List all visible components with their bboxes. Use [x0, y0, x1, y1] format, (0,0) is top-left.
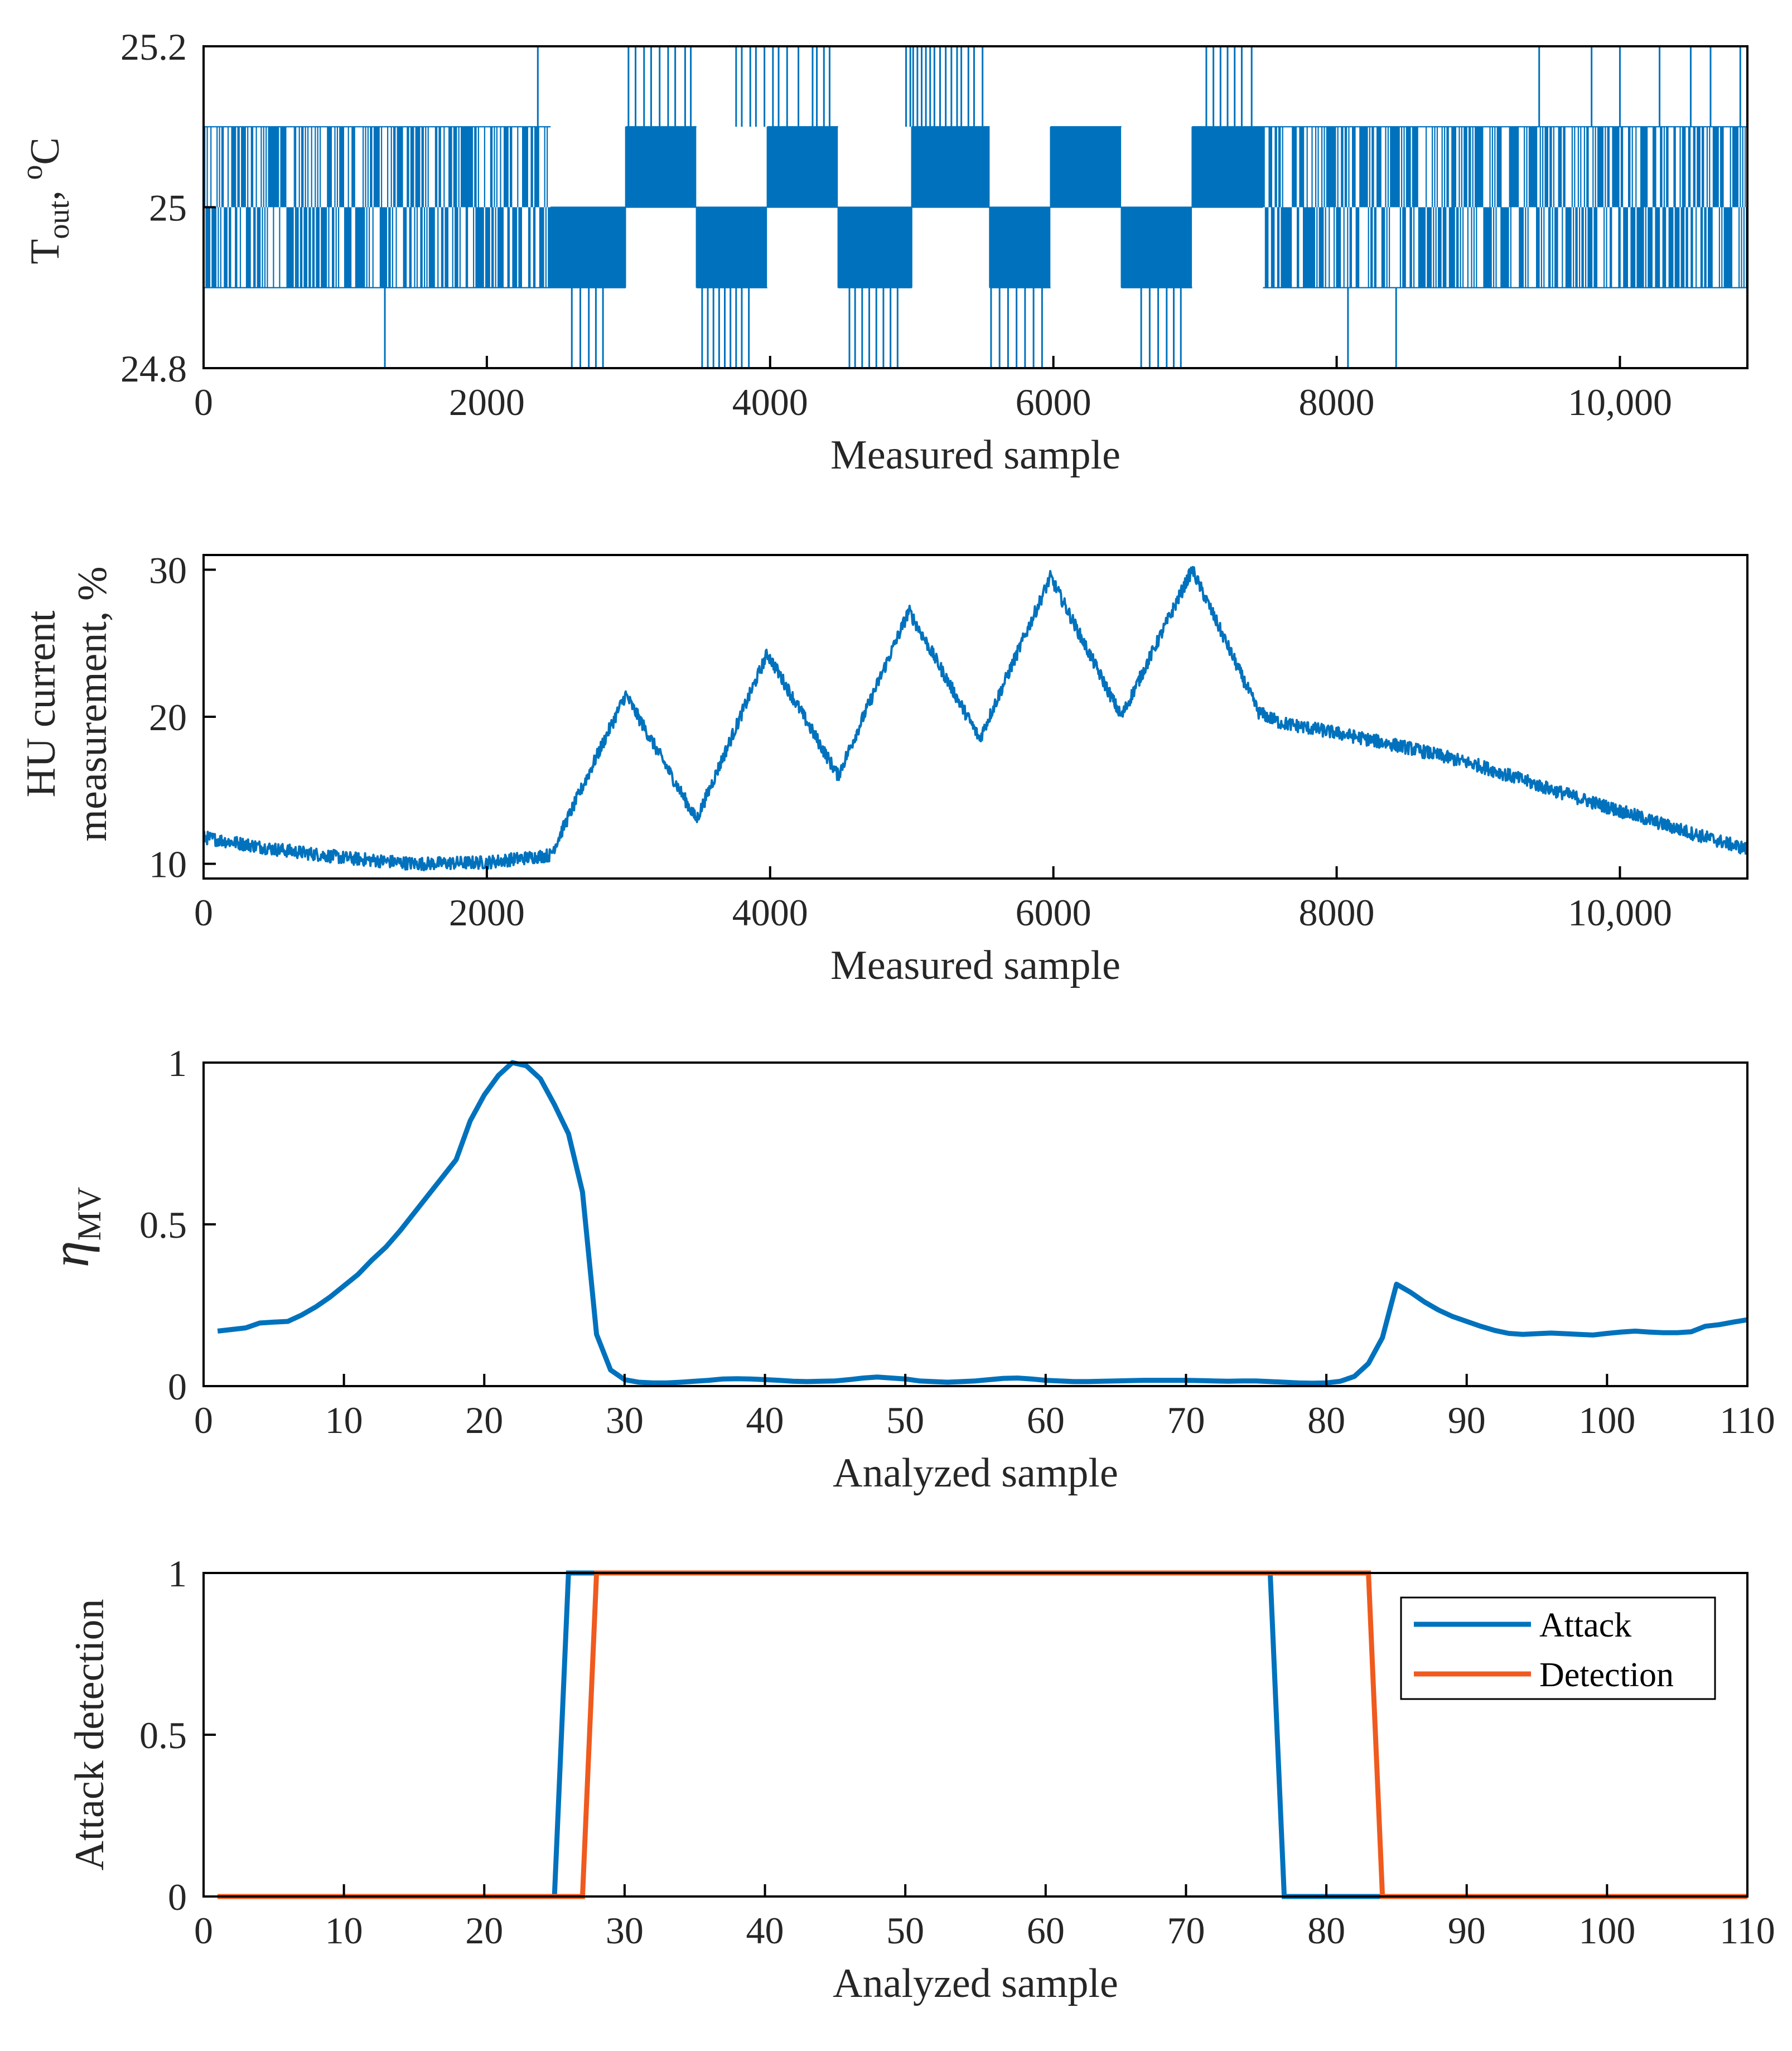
tout-chart: 0 2000 4000 6000 8000 10,000 24.8 25 25.2 Measu…: [15, 26, 1748, 478]
x-tick-label: 60: [1027, 1909, 1065, 1952]
eta-y-ticks: 00.51: [139, 1042, 216, 1408]
x-tick-label: 100: [1578, 1909, 1635, 1952]
y-tick-label: 1: [168, 1552, 187, 1595]
x-tick-label: 40: [746, 1399, 784, 1441]
y-tick-label: 30: [149, 549, 187, 591]
tout-y-label-main: T: [22, 239, 68, 264]
x-tick-label: 70: [1167, 1909, 1205, 1952]
x-tick-label: 60: [1027, 1399, 1065, 1441]
eta-series: [217, 1060, 1748, 1386]
x-tick-label: 30: [606, 1909, 644, 1952]
x-tick-label: 0: [194, 381, 213, 423]
legend-detection-label: Detection: [1539, 1656, 1674, 1694]
eta-axes-box: [202, 1061, 1748, 1387]
eta-x-ticks: 0 10 20 30 40 50 60 70 80 90 100 110: [194, 1374, 1775, 1441]
x-tick-label: 6000: [1016, 891, 1091, 934]
tout-y-label-sup: o: [15, 165, 49, 180]
hu-y-axis-label-line2: measurement, %: [70, 566, 115, 841]
tout-y-label-sub: out: [42, 201, 75, 239]
x-tick-label: 90: [1448, 1909, 1486, 1952]
eta-line: [217, 1060, 1748, 1386]
tout-x-axis-label: Measured sample: [830, 432, 1120, 478]
x-tick-label: 40: [746, 1909, 784, 1952]
eta-y-axis-label: ηMV: [40, 1187, 108, 1267]
tout-y-axis-label: Tout, oC: [15, 137, 75, 264]
tout-x-ticks: 0 2000 4000 6000 8000 10,000: [194, 356, 1672, 423]
hu-x-ticks: 0 2000 4000 6000 8000 10,000: [194, 866, 1672, 934]
y-tick-label: 0.5: [139, 1714, 187, 1756]
y-tick-label: 25: [149, 187, 187, 229]
y-tick-label: 24.8: [120, 348, 187, 390]
x-tick-label: 0: [194, 1909, 213, 1952]
x-tick-label: 80: [1307, 1909, 1345, 1952]
legend-attack-label: Attack: [1539, 1606, 1631, 1644]
attack-x-ticks: 0 10 20 30 40 50 60 70 80 90 100 110: [194, 1884, 1775, 1952]
x-tick-label: 10,000: [1568, 891, 1672, 934]
hu-axes-box: [202, 554, 1748, 880]
x-tick-label: 4000: [732, 891, 808, 934]
hu-x-axis-label: Measured sample: [830, 943, 1120, 988]
x-tick-label: 80: [1307, 1399, 1345, 1441]
x-tick-label: 100: [1578, 1399, 1635, 1441]
y-tick-label: 10: [149, 843, 187, 886]
x-tick-label: 2000: [449, 381, 525, 423]
legend-box: [1400, 1596, 1716, 1700]
y-tick-label: 0: [168, 1876, 187, 1918]
x-tick-label: 20: [465, 1399, 503, 1441]
x-tick-label: 10: [325, 1909, 363, 1952]
attack-y-axis-label: Attack detection: [67, 1599, 113, 1871]
tout-spikes: [384, 46, 1741, 368]
attack-y-ticks: 00.51: [139, 1552, 216, 1918]
hu-line: [202, 566, 1748, 872]
tout-y-ticks: 24.8 25 25.2: [120, 26, 216, 390]
tout-band: [202, 126, 1747, 288]
x-tick-label: 10: [325, 1399, 363, 1441]
x-tick-label: 110: [1719, 1399, 1775, 1441]
y-tick-label: 0.5: [139, 1204, 187, 1246]
x-tick-label: 2000: [449, 891, 525, 934]
tout-series: [202, 46, 1747, 368]
hu-series: [202, 566, 1748, 872]
x-tick-label: 4000: [732, 381, 808, 423]
hu-chart: 0 2000 4000 6000 8000 10,000 10 20 30 Measured …: [18, 549, 1748, 988]
hu-y-ticks: 10 20 30: [149, 549, 216, 886]
x-tick-label: 10,000: [1568, 381, 1672, 423]
hu-y-axis-label-line1: HU current: [18, 610, 64, 797]
y-tick-label: 0: [168, 1365, 187, 1408]
eta-chart: 0 10 20 30 40 50 60 70 80 90 100 110 00.51 Analyzed…: [40, 1042, 1775, 1496]
x-tick-label: 8000: [1299, 381, 1375, 423]
x-tick-label: 8000: [1299, 891, 1375, 934]
attack-chart: 0 10 20 30 40 50 60 70 80 90 100 110 00.51 Analyzed…: [67, 1552, 1775, 2006]
x-tick-label: 70: [1167, 1399, 1205, 1441]
x-tick-label: 20: [465, 1909, 503, 1952]
x-tick-label: 0: [194, 891, 213, 934]
eta-y-label-sub: MV: [71, 1187, 108, 1241]
eta-y-label-main: η: [40, 1241, 100, 1268]
tout-y-label-unit: C: [22, 137, 68, 165]
attack-x-axis-label: Analyzed sample: [833, 1961, 1118, 2006]
x-tick-label: 30: [606, 1399, 644, 1441]
x-tick-label: 50: [886, 1399, 924, 1441]
legend: Attack Detection: [1400, 1596, 1716, 1700]
x-tick-label: 0: [194, 1399, 213, 1441]
x-tick-label: 110: [1719, 1909, 1775, 1952]
x-tick-label: 90: [1448, 1399, 1486, 1441]
x-tick-label: 50: [886, 1909, 924, 1952]
y-tick-label: 25.2: [120, 26, 187, 68]
y-tick-label: 1: [168, 1042, 187, 1084]
x-tick-label: 6000: [1016, 381, 1091, 423]
y-tick-label: 20: [149, 696, 187, 739]
tout-y-label-suffix: ,: [22, 180, 68, 201]
eta-x-axis-label: Analyzed sample: [833, 1450, 1118, 1496]
